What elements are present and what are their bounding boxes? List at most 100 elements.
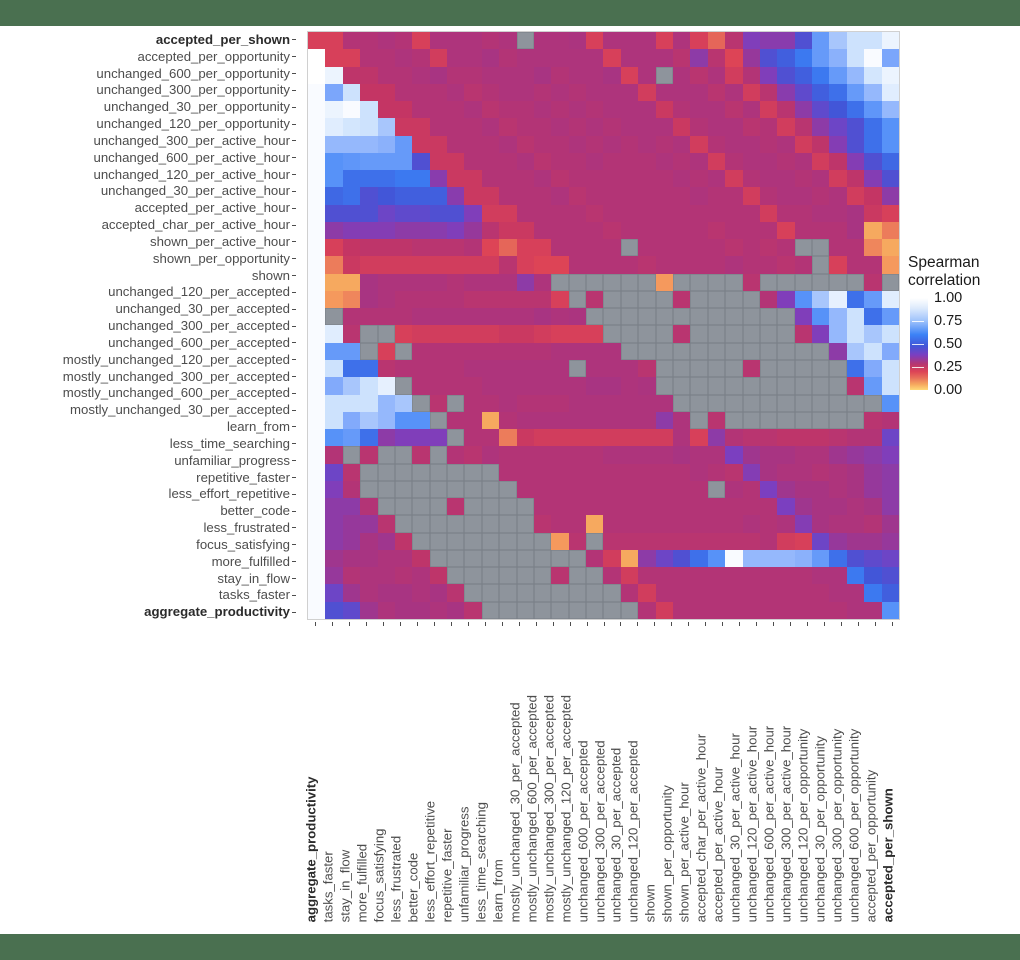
heatmap-cell bbox=[638, 480, 656, 499]
heatmap-cell bbox=[603, 394, 621, 412]
heatmap-cell bbox=[759, 549, 778, 568]
heatmap-cell bbox=[742, 49, 760, 67]
heatmap-cell bbox=[620, 377, 639, 395]
heatmap-cell bbox=[481, 394, 500, 412]
heatmap-cell bbox=[846, 411, 865, 430]
x-axis-label: less_effort_repetitive bbox=[422, 800, 438, 922]
heatmap-cell bbox=[881, 135, 899, 153]
heatmap-cell bbox=[551, 601, 569, 619]
heatmap-cell bbox=[638, 170, 656, 188]
heatmap-cell bbox=[777, 308, 795, 326]
y-axis-label: accepted_per_active_hour bbox=[134, 200, 290, 216]
heatmap-cell bbox=[360, 49, 378, 67]
heatmap-cell bbox=[777, 498, 795, 516]
heatmap-cell bbox=[777, 584, 795, 602]
heatmap-cell bbox=[499, 101, 517, 119]
heatmap-cell bbox=[551, 135, 569, 153]
heatmap-cell bbox=[777, 515, 795, 533]
heatmap-cell bbox=[794, 273, 813, 291]
heatmap-cell bbox=[638, 49, 656, 67]
heatmap-cell bbox=[620, 49, 639, 67]
heatmap-cell bbox=[586, 256, 604, 274]
heatmap-cell bbox=[447, 32, 465, 50]
heatmap-cell bbox=[568, 360, 587, 378]
heatmap-cell bbox=[812, 256, 830, 274]
heatmap-cell bbox=[308, 394, 326, 412]
heatmap-cell bbox=[377, 446, 395, 464]
heatmap-cell bbox=[499, 480, 517, 499]
heatmap-cell bbox=[586, 549, 604, 568]
heatmap-cell bbox=[620, 204, 639, 222]
heatmap-cell bbox=[725, 567, 743, 585]
heatmap-cell bbox=[707, 290, 726, 309]
heatmap-cell bbox=[742, 498, 760, 516]
heatmap-cell bbox=[412, 360, 430, 378]
heatmap-cell bbox=[586, 394, 604, 412]
heatmap-cell bbox=[777, 342, 795, 361]
heatmap-cell bbox=[881, 360, 899, 378]
heatmap-cell bbox=[586, 83, 604, 102]
heatmap-cell bbox=[638, 446, 656, 464]
heatmap-cell bbox=[342, 66, 361, 84]
heatmap-cell bbox=[846, 325, 865, 343]
heatmap-cell bbox=[638, 515, 656, 533]
heatmap-cell bbox=[516, 170, 534, 188]
heatmap-cell bbox=[481, 32, 500, 50]
heatmap-cell bbox=[394, 584, 413, 602]
y-axis-tick bbox=[292, 325, 296, 327]
heatmap-cell bbox=[725, 273, 743, 291]
y-axis-label: unchanged_600_per_opportunity bbox=[96, 65, 290, 81]
heatmap-cell bbox=[620, 221, 639, 240]
heatmap-cell bbox=[846, 342, 865, 361]
heatmap-cell bbox=[725, 256, 743, 274]
heatmap-cell bbox=[360, 411, 378, 430]
heatmap-cell bbox=[829, 170, 847, 188]
heatmap-cell bbox=[447, 66, 465, 84]
heatmap-cell bbox=[603, 290, 621, 309]
heatmap-cell bbox=[533, 101, 552, 119]
x-axis-tick bbox=[671, 622, 673, 626]
heatmap-cell bbox=[812, 83, 830, 102]
heatmap-cell bbox=[812, 549, 830, 568]
heatmap-cell bbox=[499, 532, 517, 550]
heatmap-cell bbox=[568, 446, 587, 464]
heatmap-cell bbox=[447, 118, 465, 136]
heatmap-cell bbox=[812, 532, 830, 550]
heatmap-cell bbox=[429, 394, 448, 412]
heatmap-cell bbox=[568, 515, 587, 533]
heatmap-cell bbox=[620, 83, 639, 102]
heatmap-cell bbox=[551, 308, 569, 326]
heatmap-cell bbox=[551, 256, 569, 274]
bottom-decorative-band bbox=[0, 934, 1020, 960]
heatmap-cell bbox=[881, 549, 899, 568]
heatmap-cell bbox=[586, 101, 604, 119]
heatmap-cell bbox=[568, 532, 587, 550]
heatmap-cell bbox=[551, 584, 569, 602]
heatmap-cell bbox=[603, 584, 621, 602]
heatmap-cell bbox=[377, 342, 395, 361]
heatmap-cell bbox=[464, 187, 482, 205]
heatmap-cell bbox=[603, 411, 621, 430]
x-axis-tick bbox=[332, 622, 334, 626]
heatmap-cell bbox=[360, 342, 378, 361]
heatmap-cell bbox=[690, 170, 708, 188]
heatmap-cell bbox=[586, 170, 604, 188]
heatmap-cell bbox=[377, 325, 395, 343]
heatmap-cell bbox=[481, 118, 500, 136]
heatmap-cell bbox=[846, 480, 865, 499]
heatmap-cell bbox=[342, 377, 361, 395]
heatmap-cell bbox=[881, 532, 899, 550]
heatmap-cell bbox=[464, 411, 482, 430]
heatmap-cell bbox=[499, 49, 517, 67]
y-axis-tick bbox=[292, 224, 296, 226]
heatmap-cell bbox=[325, 66, 343, 84]
heatmap-cell bbox=[360, 463, 378, 481]
heatmap-cell bbox=[586, 411, 604, 430]
heatmap-cell bbox=[777, 170, 795, 188]
heatmap-cell bbox=[533, 170, 552, 188]
heatmap-cell bbox=[655, 308, 674, 326]
heatmap-cell bbox=[603, 463, 621, 481]
heatmap-cell bbox=[829, 256, 847, 274]
heatmap-cell bbox=[690, 601, 708, 619]
heatmap-cell bbox=[394, 152, 413, 171]
